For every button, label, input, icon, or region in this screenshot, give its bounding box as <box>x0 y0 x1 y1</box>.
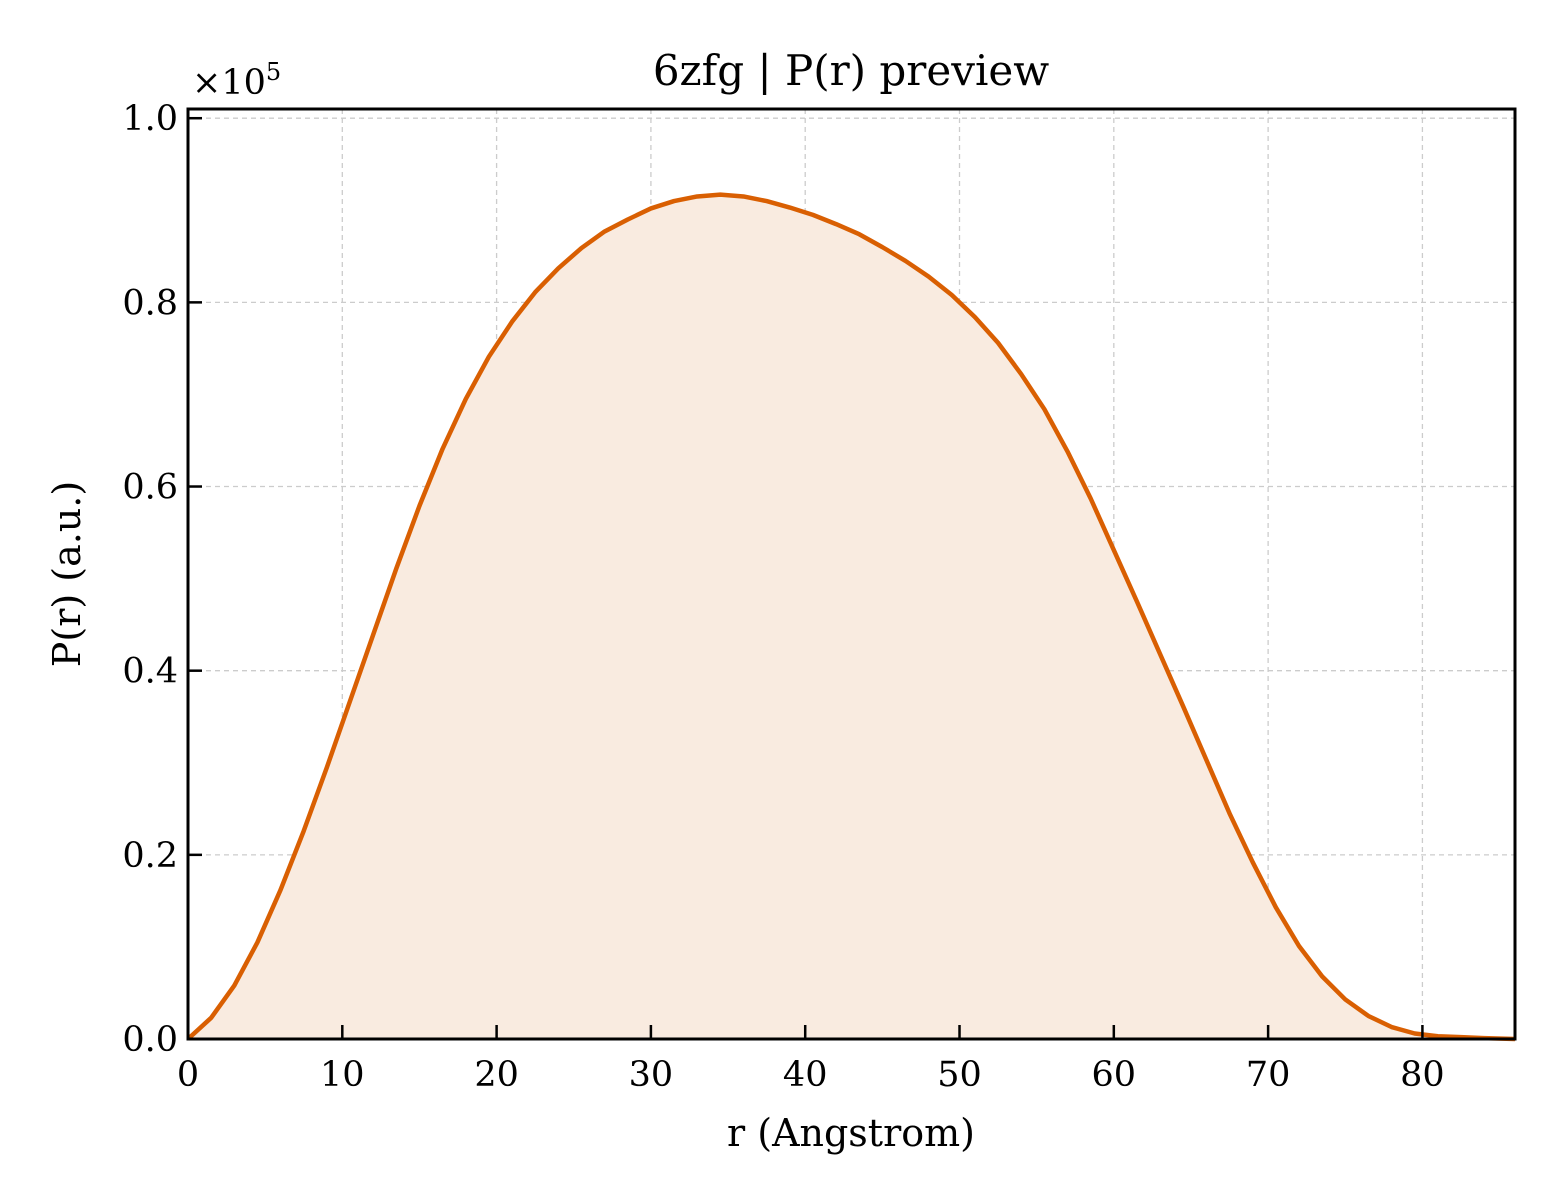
y-tick-label: 1.0 <box>122 99 178 139</box>
x-tick-label: 10 <box>320 1055 365 1095</box>
y-multiplier: ×105 <box>192 58 281 103</box>
x-tick-label: 40 <box>783 1055 828 1095</box>
x-tick-label: 50 <box>937 1055 982 1095</box>
y-axis-label: P(r) (a.u.) <box>45 481 89 667</box>
y-tick-label: 0.0 <box>122 1020 178 1060</box>
x-tick-label: 80 <box>1400 1055 1445 1095</box>
x-tick-label: 20 <box>474 1055 519 1095</box>
axes-frame <box>186 107 1517 1041</box>
x-tick-label: 30 <box>629 1055 674 1095</box>
y-tick-label: 0.4 <box>122 652 178 692</box>
y-multiplier-exponent: 5 <box>266 58 281 86</box>
series-line <box>186 192 1516 1042</box>
series-area <box>188 194 1515 1039</box>
x-tick-label: 60 <box>1092 1055 1137 1095</box>
y-tick-label: 0.2 <box>122 836 178 876</box>
chart-title: 6zfg | P(r) preview <box>653 46 1049 95</box>
x-tick-label: 0 <box>177 1055 199 1095</box>
x-axis-label: r (Angstrom) <box>727 1111 975 1155</box>
y-tick-label: 0.8 <box>122 283 178 323</box>
y-tick-label: 0.6 <box>122 468 178 508</box>
ticks: 0 10 20 30 40 50 60 70 80 0.0 0.2 0.4 0.6 0.8 1.0 <box>122 99 1444 1095</box>
x-tick-label: 70 <box>1246 1055 1291 1095</box>
plot-area <box>186 192 1516 1042</box>
